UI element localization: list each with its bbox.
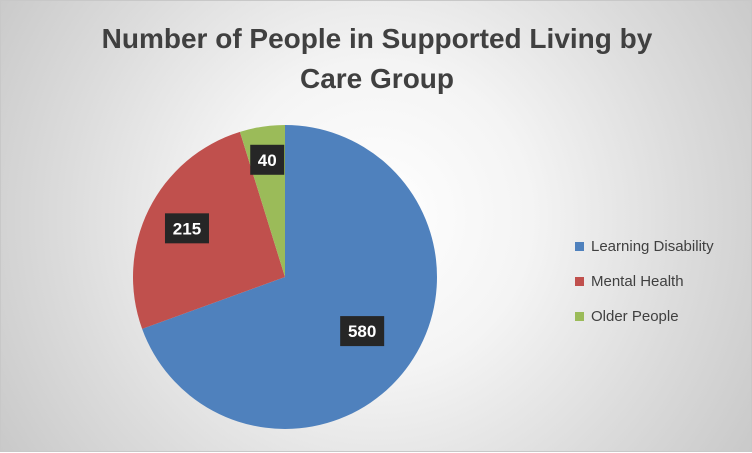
chart-title: Number of People in Supported Living by … (1, 19, 752, 99)
legend-swatch-mental-health (575, 277, 584, 286)
legend-item-mental-health: Mental Health (575, 264, 714, 299)
legend-swatch-older-people (575, 312, 584, 321)
data-label-box-learning-disability (340, 316, 385, 347)
chart-title-line-1: Number of People in Supported Living by (101, 23, 653, 54)
legend-label-mental-health: Mental Health (591, 273, 684, 290)
chart-title-line-2: Care Group (299, 63, 455, 94)
data-label-text-learning-disability: 580 (348, 322, 376, 341)
data-label-box-mental-health (164, 213, 209, 244)
legend: Learning Disability Mental Health Older … (575, 229, 714, 334)
pie-slices (133, 125, 437, 430)
legend-swatch-learning-disability (575, 242, 584, 251)
pie-data-labels: 580 215 40 (164, 144, 385, 347)
legend-label-learning-disability: Learning Disability (591, 238, 714, 255)
legend-item-learning-disability: Learning Disability (575, 229, 714, 264)
legend-item-older-people: Older People (575, 299, 714, 334)
data-label-text-older-people: 40 (258, 151, 277, 170)
pie-slice-learning-disability (142, 125, 437, 430)
data-label-older-people: 40 (250, 144, 285, 175)
data-label-learning-disability: 580 (340, 316, 385, 347)
data-label-box-older-people (250, 144, 285, 175)
data-label-mental-health: 215 (164, 213, 209, 244)
legend-label-older-people: Older People (591, 308, 679, 325)
pie-slice-mental-health (133, 131, 285, 329)
data-label-text-mental-health: 215 (173, 219, 201, 238)
